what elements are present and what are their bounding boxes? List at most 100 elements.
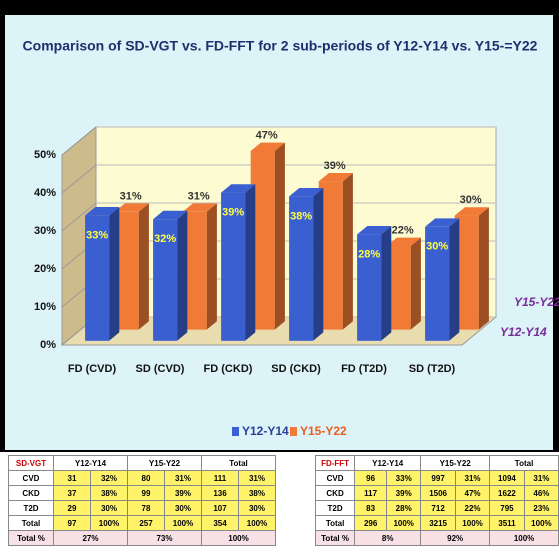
table-cell: 96: [354, 470, 388, 486]
bar: [221, 192, 246, 341]
bar-side: [206, 203, 217, 330]
table-cell: 1622: [489, 485, 525, 501]
table-cell: 83: [354, 500, 388, 516]
table-cell: 136: [201, 485, 239, 501]
table-row: Total 97 100% 257 100% 354 100%: [8, 515, 276, 531]
table-cell: 99: [127, 485, 165, 501]
table-cell: 100%: [386, 515, 422, 531]
table-cell: 46%: [523, 485, 559, 501]
table-cell: Total %: [314, 530, 356, 546]
bar: [153, 219, 178, 341]
data-label: 39%: [324, 160, 346, 172]
footer-row: Total % 27% 73% 100%: [8, 530, 276, 546]
table-cell: 39%: [386, 485, 422, 501]
table-row: CKD 117 39% 1506 47% 1622 46%: [314, 485, 559, 501]
table-cell: 92%: [420, 530, 491, 546]
data-label: 39%: [222, 207, 244, 219]
bar: [289, 196, 314, 341]
table-cell: CKD: [8, 485, 54, 501]
data-label: 28%: [358, 248, 380, 260]
x-tick-label: FD (CVD): [68, 363, 117, 375]
data-label: 33%: [86, 229, 108, 241]
depth-label: Y12-Y14: [500, 325, 547, 339]
data-label: 31%: [188, 190, 210, 202]
bar-side: [449, 218, 460, 341]
bar-side: [138, 203, 149, 330]
grid-line: [61, 164, 97, 194]
bar-top: [114, 203, 149, 212]
table-cell: 27%: [53, 530, 128, 546]
table-cell: Total: [314, 515, 356, 531]
table-cell: 37: [53, 485, 91, 501]
data-label: 38%: [290, 210, 312, 222]
table-cell: T2D: [314, 500, 356, 516]
header-row: FD-FFT Y12-Y14 Y15-Y22 Total: [314, 455, 559, 471]
table-cell: 257: [127, 515, 165, 531]
table-cell: 80: [127, 470, 165, 486]
table-row: T2D 29 30% 78 30% 107 30%: [8, 500, 276, 516]
data-label: 32%: [154, 233, 176, 245]
table-cell: 354: [201, 515, 239, 531]
bar-top: [250, 142, 285, 151]
bar-side: [478, 207, 489, 330]
table-cell: 107: [201, 500, 239, 516]
table-cell: 100%: [90, 515, 128, 531]
chart-title: Comparison of SD-VGT vs. FD-FFT for 2 su…: [23, 38, 538, 54]
bar-top: [386, 237, 421, 246]
table-cell: 78: [127, 500, 165, 516]
table-row: CVD 31 32% 80 31% 111 31%: [8, 470, 276, 486]
table-cell: Y15-Y22: [127, 455, 202, 471]
table-cell: 31%: [238, 470, 276, 486]
bar-top: [85, 207, 120, 216]
data-label: 22%: [392, 225, 414, 237]
bar-side: [313, 188, 324, 341]
table-cell: 100%: [489, 530, 559, 546]
table-cell: 712: [420, 500, 456, 516]
bar: [425, 226, 450, 341]
bar-side: [177, 210, 188, 341]
table-row: CVD 96 33% 997 31% 1094 31%: [314, 470, 559, 486]
table-cell: Total: [8, 515, 54, 531]
table-cell: 100%: [454, 515, 491, 531]
table-cell: T2D: [8, 500, 54, 516]
bar: [357, 234, 382, 341]
table-cell: 31%: [523, 470, 559, 486]
table-cell: 47%: [454, 485, 491, 501]
legend-swatch: [290, 427, 297, 436]
x-tick-label: FD (T2D): [341, 363, 387, 375]
table-cell: 1506: [420, 485, 456, 501]
data-label: 47%: [256, 130, 278, 142]
bar-top: [221, 184, 256, 193]
table-cell: 31%: [454, 470, 491, 486]
table-cell: 296: [354, 515, 388, 531]
table-cell: 31%: [164, 470, 202, 486]
table: FD-FFT Y12-Y14 Y15-Y22 Total CVD 96 33% 997 31% 1…: [314, 455, 559, 546]
table-cell: 23%: [523, 500, 559, 516]
bar-top: [182, 203, 217, 212]
table-cell: SD-VGT: [8, 455, 54, 471]
y-tick-label: 10%: [34, 301, 56, 313]
table-cell: Y12-Y14: [53, 455, 128, 471]
y-tick-label: 30%: [34, 225, 56, 237]
x-tick-label: FD (CKD): [204, 363, 253, 375]
table-cell: 117: [354, 485, 388, 501]
table-cell: 30%: [164, 500, 202, 516]
y-tick-label: 0%: [40, 339, 56, 351]
table-cell: CKD: [314, 485, 356, 501]
y-tick-label: 40%: [34, 187, 56, 199]
table-row: Total 296 100% 3215 100% 3511 100%: [314, 515, 559, 531]
table-cell: 100%: [523, 515, 559, 531]
table-cell: 32%: [90, 470, 128, 486]
bar-top: [357, 226, 392, 235]
table-cell: 8%: [354, 530, 422, 546]
bar-side: [342, 173, 353, 330]
table-cell: CVD: [8, 470, 54, 486]
table-cell: 3511: [489, 515, 525, 531]
table-cell: 38%: [238, 485, 276, 501]
chart: Comparison of SD-VGT vs. FD-FFT for 2 su…: [0, 0, 559, 452]
bar-side: [381, 226, 392, 341]
table-cell: Y15-Y22: [420, 455, 491, 471]
bar-top: [153, 210, 188, 220]
y-tick-label: 20%: [34, 263, 56, 275]
